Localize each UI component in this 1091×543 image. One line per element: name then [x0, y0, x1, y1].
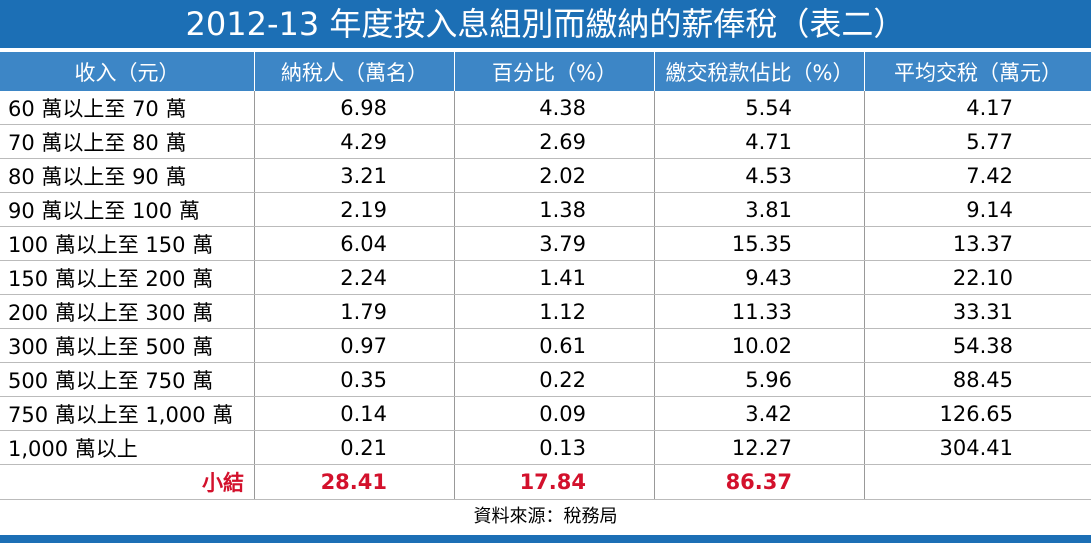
table-cell: 1.38	[455, 193, 655, 226]
table-cell: 0.61	[455, 329, 655, 362]
table-cell: 750 萬以上至 1,000 萬	[0, 397, 255, 430]
table-row: 80 萬以上至 90 萬 3.21 2.02 4.53 7.42	[0, 159, 1091, 193]
bottom-bar	[0, 535, 1091, 543]
table-cell: 200 萬以上至 300 萬	[0, 295, 255, 328]
table-cell: 100 萬以上至 150 萬	[0, 227, 255, 260]
subtotal-value: 17.84	[455, 465, 655, 499]
table-cell: 0.09	[455, 397, 655, 430]
table-cell: 4.38	[455, 91, 655, 124]
table-cell: 3.81	[655, 193, 865, 226]
table-cell: 1,000 萬以上	[0, 431, 255, 464]
table-cell: 5.77	[966, 129, 1013, 154]
table-cell: 10.02	[655, 329, 865, 362]
table-cell: 33.31	[952, 299, 1013, 324]
subtotal-value: 28.41	[255, 465, 455, 499]
table-row: 小結 28.41 17.84 86.37	[0, 465, 1091, 500]
table-cell: 4.71	[655, 125, 865, 158]
table-row: 200 萬以上至 300 萬 1.79 1.12 11.33 33.31	[0, 295, 1091, 329]
table-cell: 80 萬以上至 90 萬	[0, 159, 255, 192]
table-cell: 7.42	[966, 163, 1013, 188]
table-cell: 2.69	[455, 125, 655, 158]
table-cell: 5.96	[655, 363, 865, 396]
table-cell: 1.12	[455, 295, 655, 328]
source: 資料來源：稅務局	[473, 506, 618, 527]
table-cell: 1.41	[455, 261, 655, 294]
empty-cell	[865, 465, 1091, 499]
table-cell: 0.97	[255, 329, 455, 362]
column-header: 繳交稅款佔比（%）	[655, 52, 865, 91]
column-header: 平均交稅（萬元）	[865, 52, 1091, 91]
table-cell: 6.04	[255, 227, 455, 260]
table-cell: 0.13	[455, 431, 655, 464]
table-cell: 2.24	[255, 261, 455, 294]
table-row: 70 萬以上至 80 萬 4.29 2.69 4.71 5.77	[0, 125, 1091, 159]
table-cell: 90 萬以上至 100 萬	[0, 193, 255, 226]
table-cell: 2.19	[255, 193, 455, 226]
table-row: 150 萬以上至 200 萬 2.24 1.41 9.43 22.10	[0, 261, 1091, 295]
table-cell: 88.45	[952, 367, 1013, 392]
title: 2012-13 年度按入息組別而繳納的薪俸稅（表二）	[0, 0, 1091, 48]
column-header: 納稅人（萬名）	[255, 52, 455, 91]
table-row: 1,000 萬以上 0.21 0.13 12.27 304.41	[0, 431, 1091, 465]
table-cell: 13.37	[952, 231, 1013, 256]
table-cell: 1.79	[255, 295, 455, 328]
table-cell: 22.10	[952, 265, 1013, 290]
table-row: 100 萬以上至 150 萬 6.04 3.79 15.35 13.37	[0, 227, 1091, 261]
table-row: 60 萬以上至 70 萬 6.98 4.38 5.54 4.17	[0, 91, 1091, 125]
subtotal-label: 小結	[0, 465, 255, 499]
table-cell: 9.43	[655, 261, 865, 294]
table-cell: 54.38	[952, 333, 1013, 358]
table-cell: 60 萬以上至 70 萬	[0, 91, 255, 124]
subtotal-value: 86.37	[655, 465, 865, 499]
table-cell: 0.14	[255, 397, 455, 430]
table-cell: 0.35	[255, 363, 455, 396]
column-header: 百分比（%）	[455, 52, 655, 91]
table-cell: 70 萬以上至 80 萬	[0, 125, 255, 158]
table-cell: 3.79	[455, 227, 655, 260]
table-cell: 500 萬以上至 750 萬	[0, 363, 255, 396]
table-cell: 4.53	[655, 159, 865, 192]
table-cell: 300 萬以上至 500 萬	[0, 329, 255, 362]
table-cell: 4.29	[255, 125, 455, 158]
table-cell: 126.65	[939, 401, 1013, 426]
table-cell: 0.21	[255, 431, 455, 464]
table-cell: 4.17	[966, 95, 1013, 120]
table-cell: 3.21	[255, 159, 455, 192]
table-cell: 150 萬以上至 200 萬	[0, 261, 255, 294]
table-cell: 304.41	[939, 435, 1013, 460]
table-cell: 15.35	[655, 227, 865, 260]
table-row: 500 萬以上至 750 萬 0.35 0.22 5.96 88.45	[0, 363, 1091, 397]
table-row: 90 萬以上至 100 萬 2.19 1.38 3.81 9.14	[0, 193, 1091, 227]
table-cell: 2.02	[455, 159, 655, 192]
column-header: 收入（元）	[0, 52, 255, 91]
table-cell: 0.22	[455, 363, 655, 396]
table-cell: 3.42	[655, 397, 865, 430]
table-row: 收入（元） 納稅人（萬名） 百分比（%） 繳交稅款佔比（%） 平均交稅（萬元）	[0, 52, 1091, 91]
table-cell: 12.27	[655, 431, 865, 464]
table-row: 750 萬以上至 1,000 萬 0.14 0.09 3.42 126.65	[0, 397, 1091, 431]
table-cell: 9.14	[966, 197, 1013, 222]
table-cell: 11.33	[655, 295, 865, 328]
table-cell: 5.54	[655, 91, 865, 124]
table-row: 300 萬以上至 500 萬 0.97 0.61 10.02 54.38	[0, 329, 1091, 363]
table-cell: 6.98	[255, 91, 455, 124]
